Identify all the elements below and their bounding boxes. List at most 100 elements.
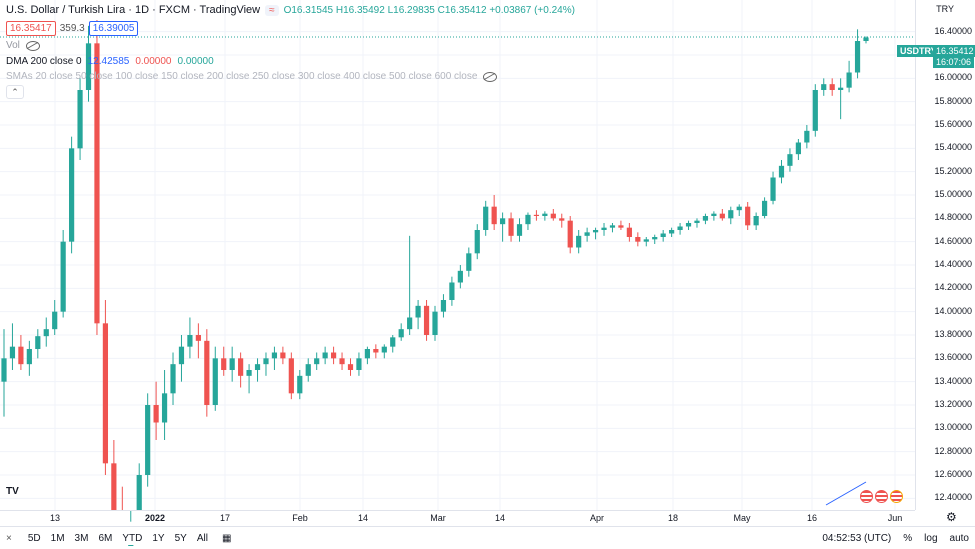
candle-body	[161, 393, 168, 423]
candle-body	[69, 148, 75, 242]
candle-body	[542, 213, 548, 216]
candle-body	[136, 475, 142, 510]
us-flag-icon[interactable]	[875, 490, 888, 503]
last-price-tag: 16.35412	[933, 45, 975, 57]
eye-hidden-icon[interactable]	[483, 71, 498, 82]
us-flag-icon[interactable]	[860, 490, 873, 503]
candle-body	[719, 213, 725, 219]
price-tick: 12.60000	[934, 469, 972, 479]
range-button-1y[interactable]: 1Y	[152, 532, 165, 544]
range-button-5y[interactable]: 5Y	[174, 532, 187, 544]
range-button-ytd[interactable]: YTD	[122, 532, 143, 544]
time-tick: Feb	[292, 513, 308, 523]
candle-body	[559, 218, 565, 221]
time-tick: 18	[667, 513, 679, 523]
candle-body	[609, 225, 616, 228]
time-tick: May	[733, 513, 751, 523]
close-icon[interactable]: ×	[6, 532, 12, 544]
utc-clock[interactable]: 04:52:53 (UTC)	[822, 532, 892, 544]
candle-body	[821, 84, 827, 90]
tradingview-logo[interactable]: TV	[6, 486, 19, 497]
candle-body	[592, 230, 599, 233]
candle-body	[660, 233, 666, 237]
candle-body	[728, 210, 734, 219]
volume-legend: Vol	[6, 40, 40, 51]
volume-label[interactable]: Vol	[6, 40, 20, 51]
sell-price-box[interactable]: 16.35417	[6, 21, 56, 36]
time-axis[interactable]: 13 2022 17 Feb 14 Mar 14 Apr 18 May 16 Jun	[0, 510, 915, 527]
candle-body	[829, 84, 835, 90]
candles	[1, 20, 869, 546]
price-tick: 15.80000	[934, 95, 972, 106]
candle-body	[483, 206, 489, 230]
candle-body	[618, 225, 624, 228]
candle-body	[263, 358, 269, 365]
candle-body	[271, 352, 278, 359]
price-scale[interactable]: TRY 16.4000016.2000016.0000015.8000015.6…	[915, 0, 975, 510]
candle-body	[449, 282, 455, 300]
candle-body	[516, 224, 523, 236]
market-status-badge[interactable]: ≈	[265, 4, 279, 16]
candle-body	[297, 375, 303, 394]
calendar-icon[interactable]: ▦	[221, 532, 232, 544]
candle-body	[60, 241, 66, 312]
candle-body	[685, 223, 692, 227]
price-tick: 13.00000	[934, 422, 972, 433]
candle-body	[643, 239, 649, 242]
candle-body	[669, 230, 675, 234]
price-tick: 16.00000	[934, 72, 972, 83]
candle-body	[26, 349, 32, 365]
candle-body	[238, 358, 244, 376]
quote-row: 16.35417 359.3 16.39005	[6, 21, 139, 36]
candle-body	[702, 216, 709, 221]
candle-body	[804, 130, 810, 143]
symbol-title[interactable]: U.S. Dollar / Turkish Lira · 1D · FXCM ·…	[6, 4, 261, 16]
collapse-legend-button[interactable]: ⌃	[6, 85, 24, 99]
percent-toggle[interactable]: %	[903, 532, 913, 544]
candle-body	[863, 37, 869, 41]
buy-price-box[interactable]: 16.39005	[88, 21, 139, 36]
candle-body	[423, 305, 430, 335]
range-buttons: 5D 1M 3M 6M YTD 1Y 5Y All	[18, 533, 208, 544]
price-tick: 12.40000	[934, 492, 972, 503]
candle-body	[838, 87, 844, 90]
candle-body	[466, 253, 472, 271]
candle-body	[778, 165, 785, 178]
candle-body	[111, 463, 117, 510]
candle-body	[500, 218, 506, 225]
candle-body	[178, 346, 185, 365]
economic-events[interactable]	[860, 490, 903, 503]
range-button-3m[interactable]: 3M	[74, 532, 89, 544]
auto-toggle[interactable]: auto	[949, 532, 969, 544]
smas-label[interactable]: SMAs 20 close 50 close 100 close 150 clo…	[6, 71, 478, 82]
eye-hidden-icon[interactable]	[25, 40, 40, 51]
price-tick: 15.40000	[934, 142, 972, 153]
trend-line	[825, 481, 867, 506]
gear-icon[interactable]: ⚙	[946, 510, 957, 524]
candle-body	[288, 358, 294, 394]
candle-body	[77, 90, 83, 149]
price-tick: 14.00000	[934, 305, 972, 316]
range-button-1m[interactable]: 1M	[50, 532, 65, 544]
price-tick: 16.40000	[934, 25, 972, 36]
range-button-all[interactable]: All	[196, 532, 208, 544]
us-flag-icon[interactable]	[890, 490, 903, 503]
price-tick: 14.60000	[934, 235, 972, 246]
range-button-5d[interactable]: 5D	[27, 532, 41, 544]
price-tick: 14.40000	[934, 259, 972, 269]
candle-body	[525, 214, 531, 225]
candle-body	[761, 200, 768, 216]
candle-body	[753, 216, 759, 226]
price-tick: 14.80000	[934, 212, 972, 223]
dma-label[interactable]: DMA 200 close 0	[6, 56, 82, 67]
currency-label: TRY	[936, 4, 954, 14]
chart-legend: U.S. Dollar / Turkish Lira · 1D · FXCM ·…	[6, 4, 575, 16]
candle-body	[576, 235, 582, 248]
candle-body	[314, 358, 320, 365]
candle-body	[407, 317, 413, 330]
candle-body	[381, 346, 387, 353]
range-button-6m[interactable]: 6M	[98, 532, 113, 544]
candle-body	[694, 220, 700, 223]
log-toggle[interactable]: log	[924, 532, 938, 544]
